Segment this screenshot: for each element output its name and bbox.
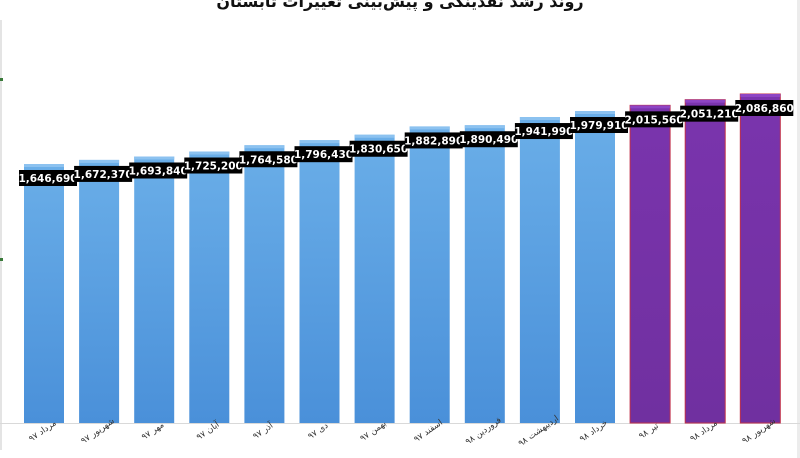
data-label: 1,979,910 <box>569 120 628 132</box>
bar-top-cap <box>189 151 230 155</box>
bar <box>299 140 340 423</box>
data-label-box <box>184 157 243 174</box>
bar-top-cap <box>409 126 450 130</box>
bar-top-cap <box>519 117 560 121</box>
bar <box>134 156 175 423</box>
bar-top-cap <box>244 145 285 149</box>
bar <box>464 125 505 424</box>
data-label: 1,890,490 <box>459 134 518 146</box>
data-label: 1,693,840 <box>129 166 188 178</box>
data-label-box <box>294 146 353 163</box>
data-label-box <box>404 132 463 149</box>
data-label: 1,672,370 <box>74 169 133 181</box>
data-label-box <box>239 151 298 168</box>
bar <box>409 126 450 423</box>
data-label: 2,086,860 <box>735 103 794 115</box>
bar <box>575 111 615 423</box>
data-label: 2,051,210 <box>680 109 739 121</box>
bar-top-cap <box>630 105 671 109</box>
forecast-bar <box>629 104 671 424</box>
forecast-bar <box>684 99 726 424</box>
data-label-box <box>129 162 188 179</box>
data-label: 1,941,990 <box>514 126 573 138</box>
data-label-box <box>19 170 77 186</box>
bar-top-cap <box>685 99 726 103</box>
data-label-box <box>514 123 573 140</box>
data-label: 1,725,200 <box>184 161 243 173</box>
bar <box>79 159 120 423</box>
left-rule <box>0 20 2 450</box>
bar-top-cap <box>134 156 175 160</box>
bar <box>354 134 395 423</box>
bar-top-cap <box>354 134 395 138</box>
bar <box>24 164 64 423</box>
data-label-box <box>459 131 518 148</box>
left-tick-mark <box>0 78 3 81</box>
right-edge <box>797 0 800 458</box>
forecast-bar <box>739 93 781 424</box>
left-tick-mark <box>0 258 3 261</box>
data-label-box <box>625 111 684 128</box>
chart-title: روند رشد نقدینگی و پیش‌بینی تغییرات تابس… <box>216 0 584 11</box>
data-label: 1,646,690 <box>18 173 77 185</box>
bar-top-cap <box>79 159 120 163</box>
data-label-box <box>349 140 408 157</box>
data-label: 1,830,650 <box>349 144 408 156</box>
data-label: 1,882,890 <box>404 135 463 147</box>
data-label: 1,796,430 <box>294 149 353 161</box>
data-label-box <box>570 117 628 134</box>
data-label-box <box>74 165 133 182</box>
bar-top-cap <box>24 164 64 167</box>
data-label: 2,015,560 <box>625 114 684 126</box>
data-label-box <box>735 100 794 116</box>
bar-top-cap <box>740 94 781 97</box>
data-label: 1,764,580 <box>239 154 298 166</box>
bar <box>244 145 285 423</box>
bar <box>519 117 560 423</box>
data-label-box <box>680 105 739 122</box>
bar <box>189 151 230 424</box>
bar-top-cap <box>299 140 340 144</box>
bar-top-cap <box>464 125 505 129</box>
bar-top-cap <box>575 111 615 115</box>
